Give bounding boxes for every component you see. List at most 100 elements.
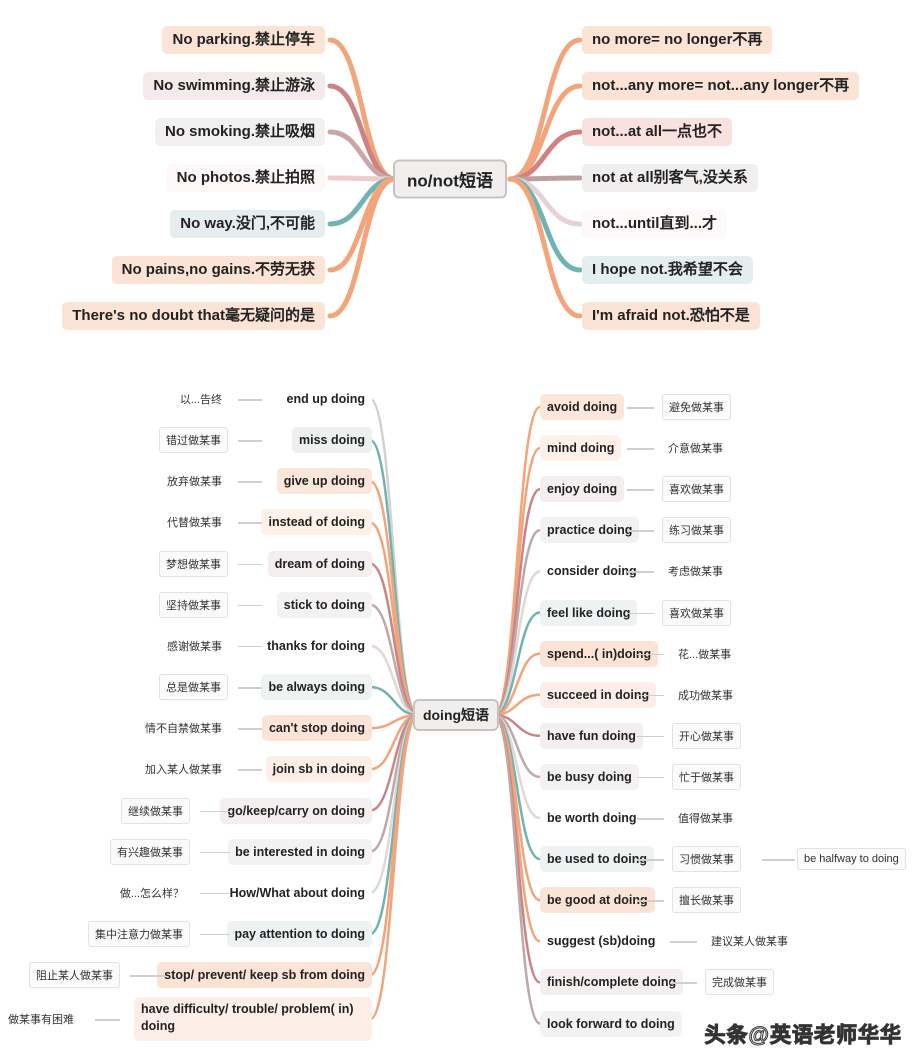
right-doing-node: finish/complete doing [540, 969, 684, 996]
left-chinese-meaning: 坚持做某事 [159, 591, 228, 618]
connector-line [200, 851, 230, 854]
left-chinese-meaning: 情不自禁做某事 [145, 723, 222, 736]
left-chinese-meaning: 以...告终 [179, 394, 222, 406]
connector-line [238, 440, 262, 442]
extra-phrase-node: be halfway to doing [797, 848, 906, 871]
connector-line [637, 653, 664, 656]
left-chinese-meaning: 加入某人做某事 [145, 764, 222, 777]
left-doing-node: How/What about doing [222, 879, 372, 906]
right-chinese-meaning: 介意做某事 [668, 443, 723, 456]
left-doing-node: thanks for doing [260, 632, 372, 659]
connector-line [238, 481, 262, 483]
left-doing-node: be always doing [261, 674, 372, 701]
connector-line [637, 859, 664, 861]
right-doing-node: feel like doing [540, 599, 638, 626]
left-doing-node: instead of doing [261, 509, 372, 536]
left-chinese-meaning: 代替做某事 [167, 517, 222, 530]
left-chinese-meaning: 做...怎么样？ [119, 887, 184, 900]
left-chinese-meaning: 放弃做某事 [167, 476, 222, 489]
left-phrase-node: No smoking.禁止吸烟 [154, 118, 325, 146]
right-chinese-meaning: 花...做某事 [678, 648, 732, 661]
connector-line [238, 645, 262, 648]
left-doing-node: stick to doing [276, 591, 372, 618]
right-doing-node: consider doing [540, 558, 644, 585]
branch-line [492, 570, 542, 717]
right-chinese-meaning: 练习做某事 [662, 517, 731, 544]
left-chinese-meaning: 有兴趣做某事 [110, 838, 190, 865]
branch-line [327, 176, 398, 319]
connector-line [627, 448, 654, 450]
left-phrase-node: No swimming.禁止游泳 [143, 72, 325, 100]
connector-line [238, 604, 262, 607]
connector-line [627, 489, 654, 491]
left-phrase-node: There's no doubt that毫无疑问的是 [62, 302, 325, 330]
right-chinese-meaning: 值得做某事 [678, 813, 733, 825]
right-phrase-node: I hope not.我希望不会 [582, 256, 753, 284]
right-chinese-meaning: 喜欢做某事 [662, 476, 731, 503]
right-phrase-node: not...any more= not...any longer不再 [582, 72, 860, 100]
connector-line [762, 859, 795, 861]
right-doing-node: spend...( in)doing [540, 640, 659, 667]
connector-line [637, 776, 664, 779]
right-phrase-node: not at all别客气,没关系 [582, 164, 758, 192]
connector-line [238, 687, 262, 689]
center-node-doing: doing短语 [412, 699, 500, 731]
connector-line [238, 728, 262, 730]
branch-line [368, 713, 420, 1021]
branch-line [368, 603, 420, 717]
branch-line [368, 397, 420, 717]
branch-line [507, 176, 583, 319]
right-doing-node: mind doing [540, 435, 622, 462]
left-doing-node: dream of doing [267, 550, 372, 577]
branch-line [492, 611, 542, 717]
right-phrase-node: I'm afraid not.恐怕不是 [582, 302, 760, 330]
connector-line [637, 735, 664, 738]
branch-line [492, 713, 542, 984]
left-chinese-meaning: 感谢做某事 [167, 640, 222, 653]
branch-line [492, 652, 542, 717]
connector-line [238, 399, 262, 401]
left-chinese-meaning: 做某事有困难 [8, 1014, 74, 1027]
right-chinese-meaning: 喜欢做某事 [662, 599, 731, 626]
left-doing-node: stop/ prevent/ keep sb from doing [157, 962, 372, 989]
connector-line [637, 694, 664, 697]
right-chinese-meaning: 开心做某事 [672, 722, 741, 749]
right-phrase-node: not...until直到...才 [582, 210, 727, 238]
right-doing-node: practice doing [540, 517, 640, 544]
connector-line [627, 530, 654, 532]
connector-line [627, 407, 654, 409]
left-doing-node: go/keep/carry on doing [220, 797, 372, 824]
branch-line [368, 438, 420, 717]
left-chinese-meaning: 继续做某事 [121, 797, 190, 824]
right-doing-node: have fun doing [540, 722, 643, 749]
connector-line [95, 1019, 120, 1021]
connector-line [130, 975, 165, 977]
connector-line [238, 769, 262, 771]
left-chinese-meaning: 总是做某事 [159, 674, 228, 701]
branch-line [492, 713, 542, 1025]
right-doing-node: be good at doing [540, 887, 655, 914]
connector-line [238, 563, 262, 566]
right-doing-node: avoid doing [540, 394, 625, 420]
right-chinese-meaning: 建议某人做某事 [711, 936, 788, 949]
left-doing-node: be interested in doing [228, 838, 372, 865]
left-doing-node: have difficulty/ trouble/ problem( in) d… [134, 997, 372, 1042]
left-chinese-meaning: 错过做某事 [159, 427, 228, 454]
left-doing-node: give up doing [276, 468, 372, 495]
branch-line [492, 446, 542, 717]
left-chinese-meaning: 集中注意力做某事 [88, 920, 190, 947]
right-chinese-meaning: 忙于做某事 [672, 763, 741, 790]
right-phrase-node: not...at all一点也不 [582, 118, 733, 146]
connector-line [670, 982, 697, 984]
right-chinese-meaning: 避免做某事 [662, 394, 731, 420]
left-doing-node: can't stop doing [261, 715, 372, 742]
right-doing-node: suggest (sb)doing [540, 928, 663, 955]
connector-line [200, 892, 230, 895]
left-chinese-meaning: 梦想做某事 [159, 550, 228, 577]
right-doing-node: be busy doing [540, 763, 639, 790]
left-doing-node: join sb in doing [265, 756, 372, 783]
watermark: 头条@英语老师华华 [704, 1024, 902, 1048]
connector-line [627, 612, 654, 614]
connector-line [200, 933, 230, 936]
